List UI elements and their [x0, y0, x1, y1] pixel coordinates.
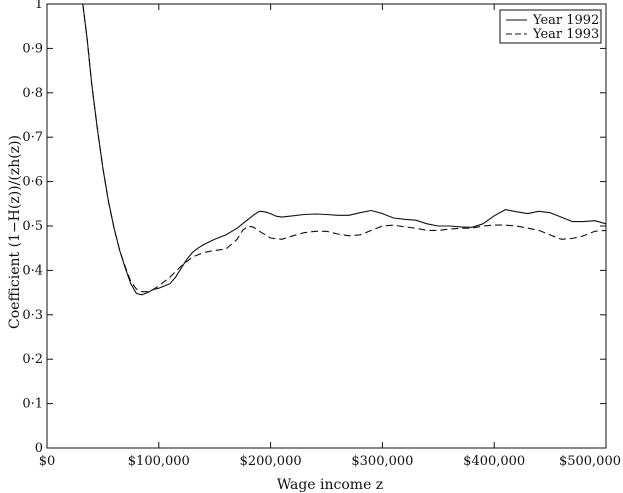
y-axis-label: Coefficient (1−H(z))/(zh(z)) [7, 135, 23, 329]
x-tick-label: $500,000 [559, 454, 621, 469]
y-tick-label: 0·1 [22, 397, 43, 412]
series-line-1993 [82, 3, 607, 293]
curves [82, 3, 607, 296]
x-axis-ticks: $0 $100,000 $200,000 $300,000 $400,000 $500,0… [39, 4, 621, 469]
y-tick-label: 0·4 [22, 263, 43, 278]
y-tick-label: 0·3 [22, 308, 43, 323]
x-tick-label: $100,000 [128, 454, 190, 469]
y-tick-label: 1 [35, 0, 43, 12]
plot-frame-group [46, 3, 607, 449]
y-tick-label: 0·6 [22, 175, 43, 190]
y-tick-label: 0·2 [22, 352, 43, 367]
x-tick-label: $200,000 [240, 454, 302, 469]
legend-box [499, 9, 602, 44]
x-tick-label: $400,000 [463, 454, 525, 469]
y-tick-label: 0 [35, 441, 43, 456]
legend-entry-label: Year 1992 [532, 13, 599, 28]
y-tick-label: 0·9 [22, 41, 43, 56]
y-axis-ticks: 0 0·1 0·2 0·3 0·4 0·5 0·6 0·7 0·8 0·9 1 [22, 0, 606, 456]
y-tick-label: 0·5 [22, 219, 43, 234]
y-tick-label: 0·7 [22, 130, 43, 145]
plot-frame [46, 3, 607, 449]
y-tick-label: 0·8 [22, 86, 43, 101]
legend-entry-label: Year 1993 [532, 27, 599, 42]
x-axis-label: Wage income z [277, 477, 383, 493]
x-tick-label: $300,000 [351, 454, 413, 469]
x-tick-label: $0 [39, 454, 56, 469]
series-line-1992 [82, 3, 607, 296]
